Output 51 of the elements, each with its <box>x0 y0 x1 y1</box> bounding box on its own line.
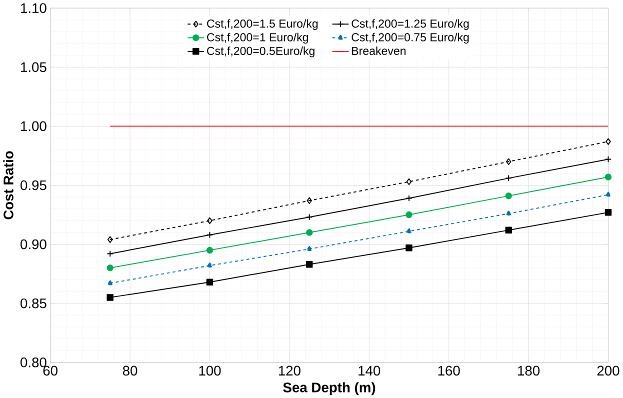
y-tick-label: 1.00 <box>21 121 46 131</box>
x-tick-label: 100 <box>199 366 221 376</box>
point <box>107 280 114 286</box>
y-axis-title: Cost Ratio <box>3 151 14 220</box>
x-axis-title: Sea Depth (m) <box>283 382 376 395</box>
point <box>505 174 512 182</box>
point <box>605 191 612 196</box>
point <box>406 244 412 252</box>
x-tick-label: 200 <box>597 366 620 376</box>
y-tick-label: 0.85 <box>20 298 46 308</box>
point <box>406 228 412 234</box>
legend-label: Breakeven <box>352 46 406 55</box>
point <box>107 236 113 243</box>
point <box>306 214 313 220</box>
legend-label: Cst,f,200=0.5Euro/kg <box>207 46 314 58</box>
legend-label: Cst,f,200=1 Euro/kg <box>207 32 308 44</box>
x-tick-label: 140 <box>358 366 380 376</box>
point <box>406 178 412 185</box>
point <box>306 246 312 251</box>
legend-label: Cst,f,200=1.5 Euro/kg <box>207 19 318 30</box>
legend-label: Cst,f,200=0.75 Euro/kg <box>352 32 469 44</box>
point <box>206 246 214 254</box>
point <box>106 294 114 301</box>
x-tick-label: 120 <box>278 366 300 376</box>
point <box>306 197 312 204</box>
point <box>306 260 313 268</box>
y-tick-label: 0.80 <box>20 357 46 368</box>
x-tick-label: 60 <box>43 366 58 376</box>
legend-label: Cst,f,200=1.25 Euro/kg <box>352 19 469 30</box>
x-tick-label: 180 <box>518 366 540 376</box>
y-tick-label: 1.05 <box>21 62 46 72</box>
point <box>206 231 214 238</box>
point <box>604 173 612 180</box>
point <box>106 264 114 272</box>
point <box>306 228 313 236</box>
point <box>207 217 212 224</box>
x-tick-label: 80 <box>122 366 138 376</box>
point <box>406 194 412 202</box>
point <box>206 262 213 268</box>
point <box>505 226 512 234</box>
point <box>505 192 512 200</box>
x-tick-label: 160 <box>438 366 460 376</box>
y-tick-label: 0.95 <box>20 180 46 190</box>
point <box>506 210 512 216</box>
y-tick-label: 0.90 <box>20 239 46 250</box>
y-tick-label: 1.10 <box>21 3 46 13</box>
point <box>206 278 214 286</box>
point <box>406 211 412 218</box>
point <box>506 158 512 165</box>
point <box>604 208 612 216</box>
point <box>606 138 611 145</box>
